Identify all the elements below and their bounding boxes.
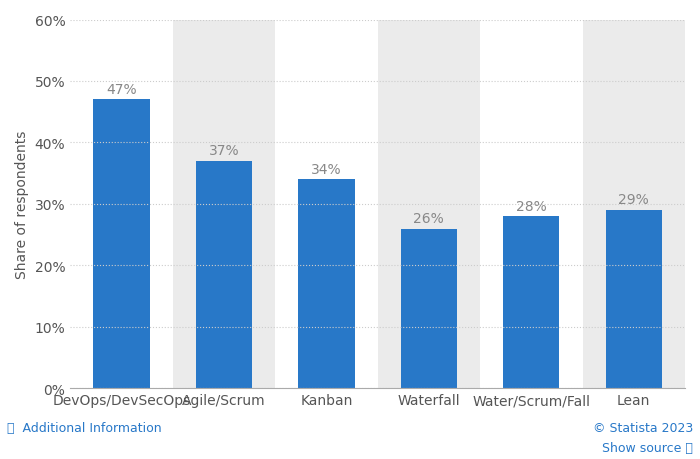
Bar	[93, 100, 150, 388]
Bar	[582, 21, 685, 388]
Text: Show source ⓘ: Show source ⓘ	[602, 442, 693, 454]
Bar	[298, 180, 354, 388]
Text: 28%: 28%	[516, 199, 547, 213]
Bar	[606, 211, 662, 388]
Bar	[173, 21, 275, 388]
Y-axis label: Share of respondents: Share of respondents	[15, 130, 29, 279]
Bar	[400, 229, 457, 388]
Text: 29%: 29%	[618, 193, 649, 207]
Bar	[503, 217, 559, 388]
Text: 37%: 37%	[209, 144, 239, 158]
Text: © Statista 2023: © Statista 2023	[593, 421, 693, 434]
Text: 26%: 26%	[414, 211, 444, 225]
Text: ⓘ  Additional Information: ⓘ Additional Information	[7, 421, 162, 434]
Text: 47%: 47%	[106, 83, 136, 96]
Text: 34%: 34%	[311, 162, 342, 176]
Bar	[377, 21, 480, 388]
Bar	[196, 162, 252, 388]
